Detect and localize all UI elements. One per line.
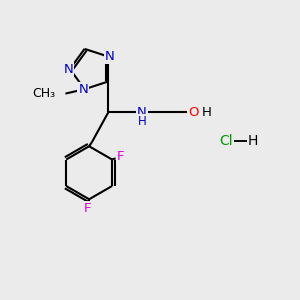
Text: H: H xyxy=(138,115,147,128)
Text: H: H xyxy=(202,106,212,119)
Text: N: N xyxy=(137,106,147,119)
Text: F: F xyxy=(117,150,125,163)
Text: O: O xyxy=(188,106,199,119)
Text: F: F xyxy=(84,202,92,215)
Text: N: N xyxy=(79,83,88,96)
Text: H: H xyxy=(248,134,258,148)
Text: N: N xyxy=(64,62,73,76)
Text: CH₃: CH₃ xyxy=(32,87,55,100)
Text: Cl: Cl xyxy=(220,134,233,148)
Text: N: N xyxy=(105,50,115,63)
